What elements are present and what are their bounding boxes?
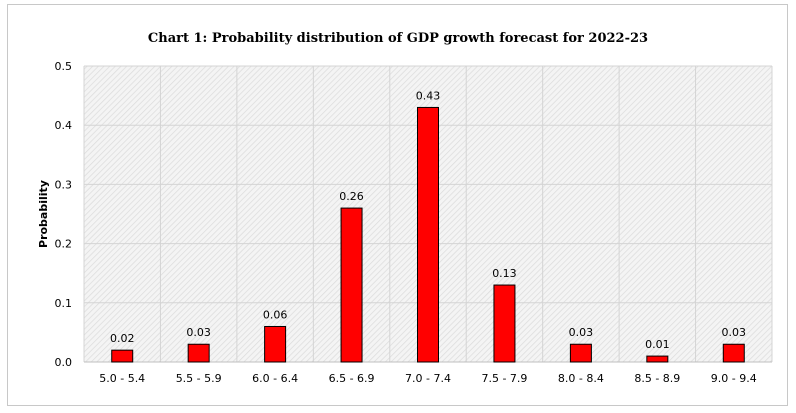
y-axis-label: Probability (37, 180, 50, 248)
data-label: 0.43 (416, 89, 441, 102)
bar (111, 349, 134, 363)
x-tick-label: 9.0 - 9.4 (711, 372, 757, 385)
data-label: 0.13 (492, 267, 517, 280)
x-tick-label: 6.5 - 6.9 (329, 372, 375, 385)
bar (264, 325, 287, 363)
data-label: 0.03 (186, 326, 211, 339)
y-tick-label: 0.1 (55, 297, 73, 310)
x-tick-label: 7.5 - 7.9 (481, 372, 527, 385)
x-tick-label: 7.0 - 7.4 (405, 372, 451, 385)
y-tick-label: 0.5 (55, 60, 73, 73)
y-tick-label: 0.0 (55, 356, 73, 369)
data-label: 0.03 (569, 326, 594, 339)
x-tick-label: 8.5 - 8.9 (634, 372, 680, 385)
y-tick-label: 0.2 (55, 238, 73, 251)
bar (340, 207, 363, 363)
data-label: 0.26 (339, 190, 364, 203)
bar (493, 284, 516, 363)
y-tick-label: 0.4 (55, 119, 73, 132)
bar (417, 106, 439, 363)
x-tick-label: 6.0 - 6.4 (252, 372, 298, 385)
bar (187, 343, 210, 363)
bar (646, 355, 669, 363)
bar (722, 343, 745, 363)
x-tick-label: 8.0 - 8.4 (558, 372, 604, 385)
chart-title: Chart 1: Probability distribution of GDP… (147, 31, 649, 46)
chart-frame (7, 4, 788, 406)
data-label: 0.01 (645, 338, 670, 351)
data-label: 0.02 (110, 332, 135, 345)
data-label: 0.06 (263, 308, 288, 321)
bar (569, 343, 592, 363)
data-label: 0.03 (722, 326, 747, 339)
x-tick-label: 5.5 - 5.9 (176, 372, 222, 385)
x-tick-label: 5.0 - 5.4 (99, 372, 145, 385)
y-tick-label: 0.3 (55, 178, 73, 191)
